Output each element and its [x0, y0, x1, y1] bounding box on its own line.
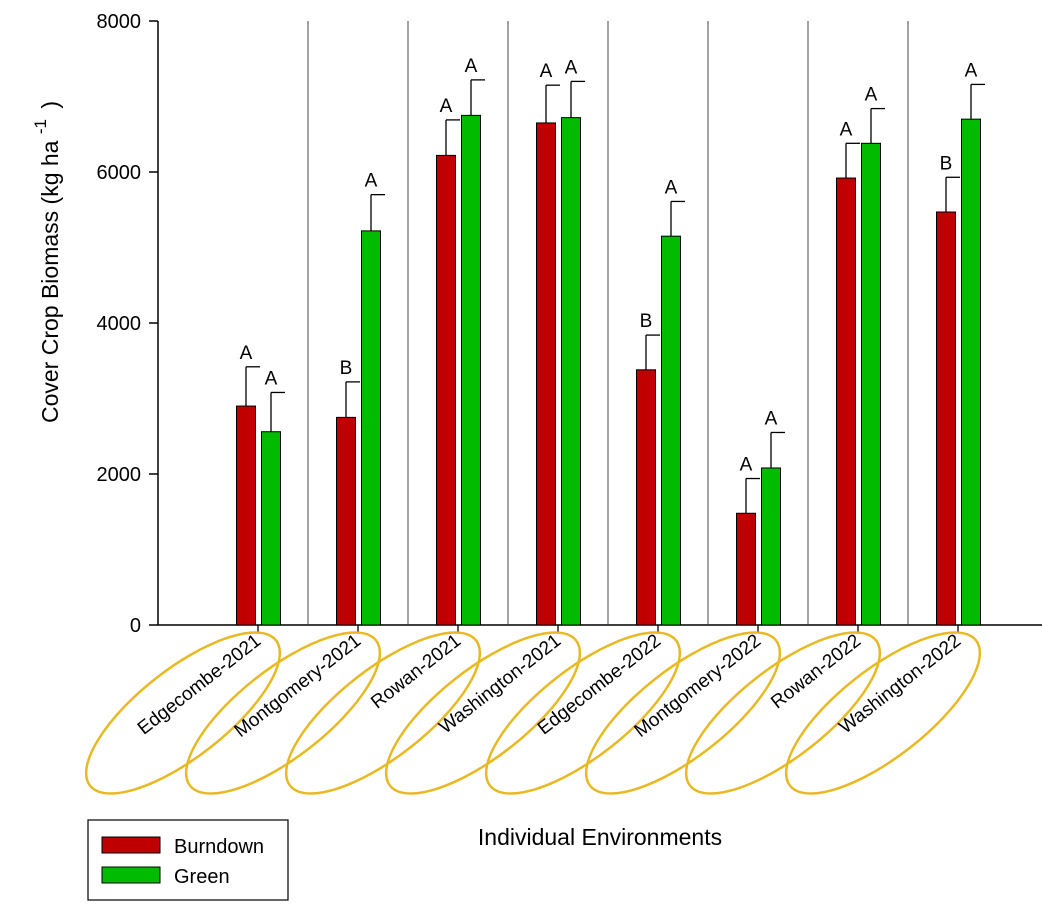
legend: Burndown Green — [87, 819, 289, 901]
significance-letter-green-4: A — [665, 177, 678, 198]
bar-burndown-2 — [436, 154, 456, 626]
legend-label-green: Green — [174, 866, 230, 888]
y-axis-title-close: ) — [37, 101, 63, 109]
y-tick-label: 2000 — [97, 464, 142, 486]
significance-letter-green-2: A — [465, 56, 478, 77]
legend-box — [87, 819, 289, 901]
category-highlight-ellipse-4 — [484, 631, 682, 795]
legend-swatch-burndown — [101, 836, 161, 854]
significance-letter-burndown-7: B — [940, 153, 953, 174]
significance-letter-burndown-2: A — [440, 96, 453, 117]
category-highlight-ellipse-3 — [384, 631, 582, 795]
y-tick-label: 8000 — [97, 11, 142, 33]
y-tick-label: 4000 — [97, 313, 142, 335]
significance-letter-green-0: A — [265, 368, 278, 389]
category-highlight-ellipse-0 — [84, 631, 282, 795]
y-axis-title-main: Cover Crop Biomass (kg ha — [37, 140, 63, 423]
y-tick-label: 6000 — [97, 162, 142, 184]
x-axis-title: Individual Environments — [478, 824, 722, 850]
significance-letter-burndown-3: A — [540, 61, 553, 82]
y-axis-title: Cover Crop Biomass (kg ha -1 ) — [25, 101, 63, 423]
significance-letter-burndown-4: B — [640, 311, 653, 332]
significance-letter-burndown-6: A — [840, 119, 853, 140]
category-highlight-ellipse-7 — [784, 631, 982, 795]
bar-green-1 — [361, 230, 381, 626]
significance-letter-green-1: A — [365, 171, 378, 192]
category-highlight-ellipse-5 — [584, 631, 782, 795]
significance-letter-burndown-0: A — [240, 343, 253, 364]
bar-burndown-0 — [236, 405, 256, 626]
bar-burndown-7 — [936, 211, 956, 626]
bar-green-5 — [761, 467, 781, 626]
legend-swatch-green — [101, 866, 161, 884]
bar-burndown-6 — [836, 177, 856, 626]
category-highlight-ellipse-6 — [684, 631, 882, 795]
bar-green-2 — [461, 114, 481, 626]
significance-letter-green-7: A — [965, 60, 978, 81]
plot-area: 02000400060008000AAEdgecombe-2021BAMontg… — [84, 11, 1042, 795]
bar-burndown-3 — [536, 122, 556, 626]
significance-letter-burndown-1: B — [340, 358, 353, 379]
bar-green-7 — [961, 118, 981, 626]
bar-burndown-5 — [736, 512, 756, 626]
significance-letter-burndown-5: A — [740, 455, 753, 476]
significance-letter-green-6: A — [865, 85, 878, 106]
category-highlight-ellipse-2 — [284, 631, 482, 795]
legend-label-burndown: Burndown — [174, 836, 264, 858]
y-tick-label: 0 — [130, 615, 141, 637]
bar-burndown-1 — [336, 416, 356, 626]
y-axis-title-superscript: -1 — [31, 119, 50, 134]
bar-burndown-4 — [636, 369, 656, 626]
category-highlight-ellipse-1 — [184, 631, 382, 795]
bar-green-0 — [261, 431, 281, 626]
significance-letter-green-5: A — [765, 408, 778, 429]
bar-green-6 — [861, 142, 881, 626]
bar-green-3 — [561, 117, 581, 626]
bar-green-4 — [661, 235, 681, 626]
significance-letter-green-3: A — [565, 57, 578, 78]
